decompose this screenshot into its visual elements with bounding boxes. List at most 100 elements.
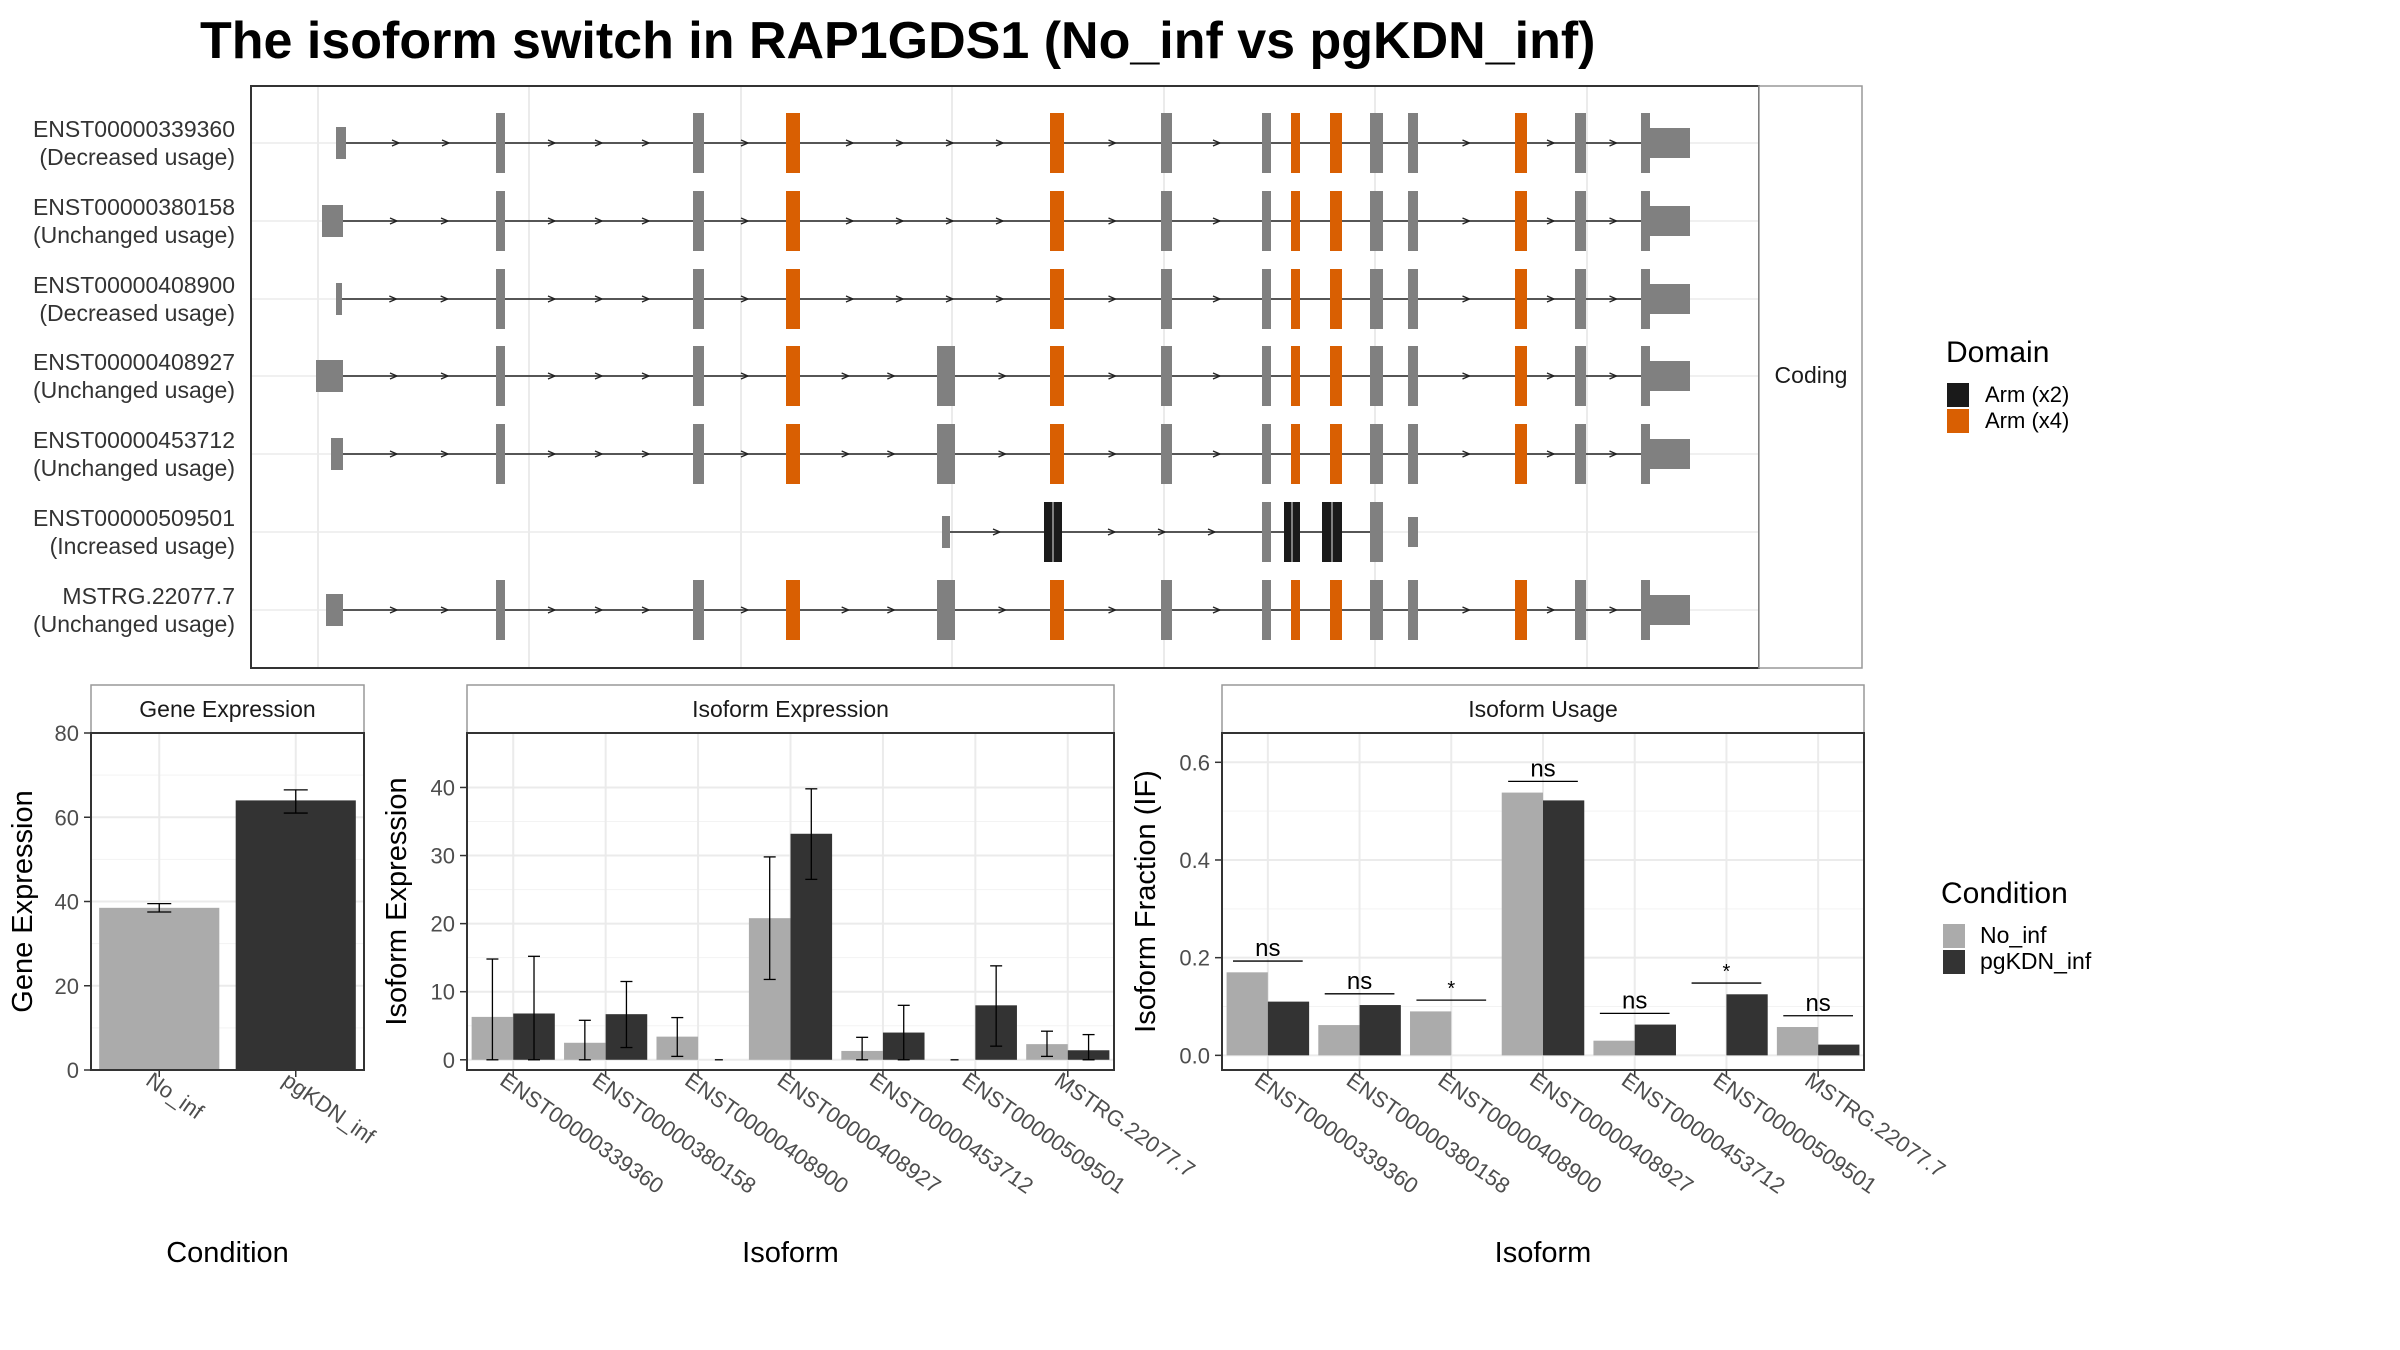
legend-key xyxy=(1947,409,1969,433)
facet-strip-label: Coding xyxy=(1775,362,1848,388)
strand-arrow xyxy=(998,372,1008,380)
strand-arrow xyxy=(389,606,399,614)
strand-arrow xyxy=(995,217,1005,225)
exon xyxy=(1515,269,1527,329)
exon xyxy=(1641,346,1650,406)
strand-arrow xyxy=(440,217,450,225)
exon xyxy=(1641,424,1650,484)
strand-arrow xyxy=(594,372,604,380)
exon xyxy=(1650,284,1690,314)
bar xyxy=(1543,800,1585,1056)
strand-arrow xyxy=(1609,217,1619,225)
panel-background xyxy=(251,86,1759,668)
strand-arrow xyxy=(594,450,604,458)
exon xyxy=(1650,595,1690,625)
strand-arrow xyxy=(547,295,557,303)
strand-arrow xyxy=(1108,139,1118,147)
exon xyxy=(1262,113,1271,173)
strand-arrow xyxy=(1212,217,1222,225)
y-axis-title: Gene Expression xyxy=(7,790,39,1012)
strand-arrow xyxy=(1609,295,1619,303)
strand-arrow xyxy=(1609,606,1619,614)
exon xyxy=(496,113,505,173)
strand-arrow xyxy=(841,606,851,614)
domain-legend: Domain Arm (x2)Arm (x4) xyxy=(1946,336,2069,433)
exon xyxy=(1330,424,1342,484)
y-tick-label: 60 xyxy=(55,805,79,830)
strand-arrow xyxy=(1108,606,1118,614)
legend-label: pgKDN_inf xyxy=(1980,948,2092,974)
exon xyxy=(496,191,505,251)
bar xyxy=(1776,1027,1819,1056)
strand-arrow xyxy=(641,217,651,225)
strand-arrow xyxy=(1462,295,1472,303)
strand-arrow xyxy=(1609,372,1619,380)
exon xyxy=(786,580,800,640)
isoform-usage-label: (Unchanged usage) xyxy=(33,611,235,637)
exon xyxy=(1291,191,1300,251)
isoform-structure-panel: ENST00000339360(Decreased usage)ENST0000… xyxy=(33,85,1863,669)
exon xyxy=(326,594,343,626)
exon xyxy=(1161,580,1172,640)
strand-arrow xyxy=(841,372,851,380)
strand-arrow xyxy=(845,217,855,225)
exon xyxy=(1370,580,1383,640)
isoform-usage-label: (Decreased usage) xyxy=(39,300,235,326)
significance-label: ns xyxy=(1347,968,1372,995)
exon xyxy=(1575,346,1586,406)
gene-expression-panel: Gene Expression 0 20 40 60 80 No_inf pgKDN_inf G… xyxy=(7,684,380,1269)
exon xyxy=(1515,191,1527,251)
bar xyxy=(1634,1024,1676,1056)
exon xyxy=(496,346,505,406)
isoform-usage-label: (Increased usage) xyxy=(50,533,235,559)
exon xyxy=(1262,502,1271,562)
legend-key xyxy=(1947,383,1969,407)
isoform-usage-panel: Isoform Usage ns ns * ns ns * ns 0.0 0.2 0.4 0.6 ENS… xyxy=(1130,684,1950,1269)
strand-arrow xyxy=(1212,372,1222,380)
bar xyxy=(1593,1040,1635,1056)
x-tick-label: ENST00000380158 xyxy=(1342,1067,1515,1198)
strand-arrow xyxy=(1157,528,1167,536)
isoform-usage-label: (Unchanged usage) xyxy=(33,222,235,248)
y-tick-label: 40 xyxy=(55,890,79,915)
strand-arrow xyxy=(740,139,750,147)
y-tick-label: 0.6 xyxy=(1179,750,1210,775)
exon xyxy=(1575,113,1586,173)
exon xyxy=(1370,502,1383,562)
exon xyxy=(1291,113,1300,173)
strand-arrow xyxy=(547,606,557,614)
bar xyxy=(1226,972,1268,1056)
exon xyxy=(1515,424,1527,484)
exon xyxy=(1641,113,1650,173)
exon xyxy=(1641,580,1650,640)
exon xyxy=(1050,269,1064,329)
y-tick-label: 80 xyxy=(55,721,79,746)
x-tick-label: ENST00000339360 xyxy=(496,1067,669,1198)
strand-arrow xyxy=(895,139,905,147)
strand-arrow xyxy=(841,450,851,458)
strand-arrow xyxy=(1108,295,1118,303)
exon xyxy=(937,346,955,406)
exon xyxy=(1291,346,1300,406)
bar xyxy=(1318,1025,1360,1056)
strand-arrow xyxy=(945,139,955,147)
exon xyxy=(693,424,704,484)
exon xyxy=(1515,580,1527,640)
isoform-id-label: ENST00000509501 xyxy=(33,505,235,531)
strand-arrow xyxy=(594,217,604,225)
isoform-usage-label: (Decreased usage) xyxy=(39,144,235,170)
strand-arrow xyxy=(845,295,855,303)
strand-arrow xyxy=(1212,139,1222,147)
strand-arrow xyxy=(1546,450,1556,458)
bar xyxy=(1410,1011,1452,1056)
bar xyxy=(1359,1005,1401,1056)
exon xyxy=(1370,269,1383,329)
exon xyxy=(1408,113,1418,173)
strand-arrow xyxy=(998,606,1008,614)
isoform-id-label: MSTRG.22077.7 xyxy=(62,583,235,609)
exon xyxy=(1575,191,1586,251)
isoform-expression-panel: Isoform Expression 0 10 20 30 40 ENST000003393… xyxy=(381,684,1200,1269)
exon xyxy=(1370,346,1383,406)
exon xyxy=(1408,269,1418,329)
